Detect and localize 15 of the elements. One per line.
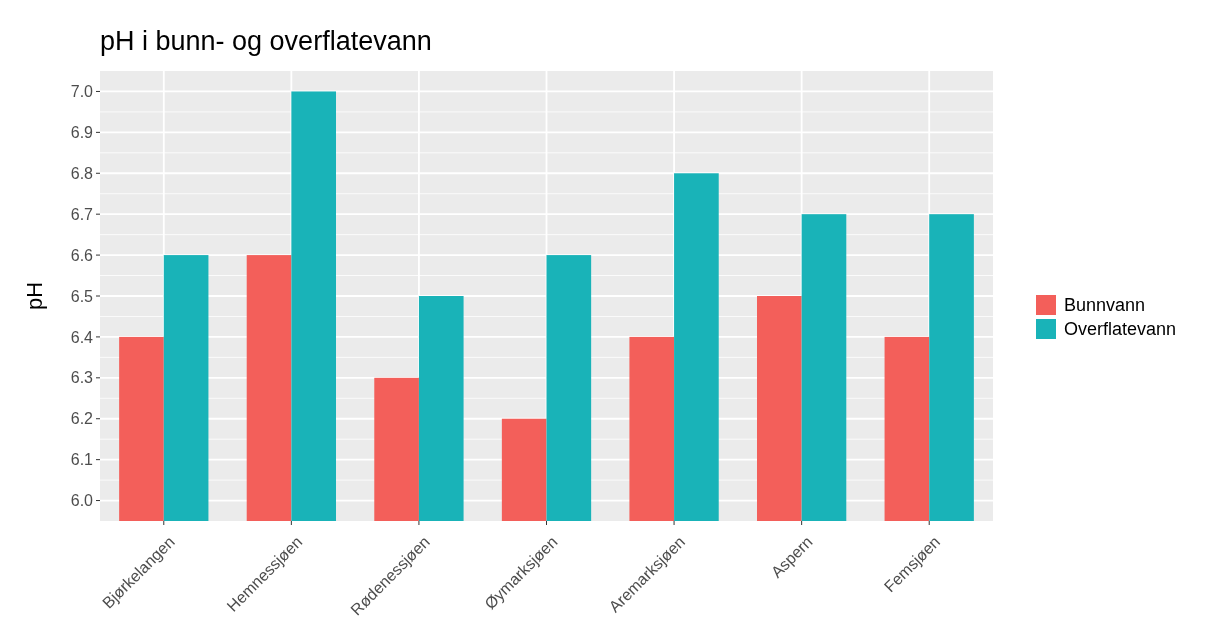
y-tick-label: 6.0 xyxy=(70,492,94,510)
legend-label: Bunnvann xyxy=(1064,295,1146,316)
y-axis-title: pH xyxy=(22,281,47,311)
y-tick-label: 6.3 xyxy=(70,369,94,387)
y-tick-label: 6.7 xyxy=(70,205,94,223)
y-tick-label: 6.8 xyxy=(70,164,94,182)
y-tick-label: 6.1 xyxy=(70,451,94,469)
y-tick-label: 7.0 xyxy=(70,83,94,101)
y-tick-label: 6.6 xyxy=(70,246,94,264)
legend-label: Overflatevann xyxy=(1064,319,1177,340)
y-tick-label: 6.2 xyxy=(70,410,94,428)
y-tick-label: 6.5 xyxy=(70,287,94,305)
chart-title: pH i bunn- og overflatevann xyxy=(100,26,432,56)
y-tick-label: 6.9 xyxy=(70,123,94,141)
y-tick-label: 6.4 xyxy=(70,328,94,346)
